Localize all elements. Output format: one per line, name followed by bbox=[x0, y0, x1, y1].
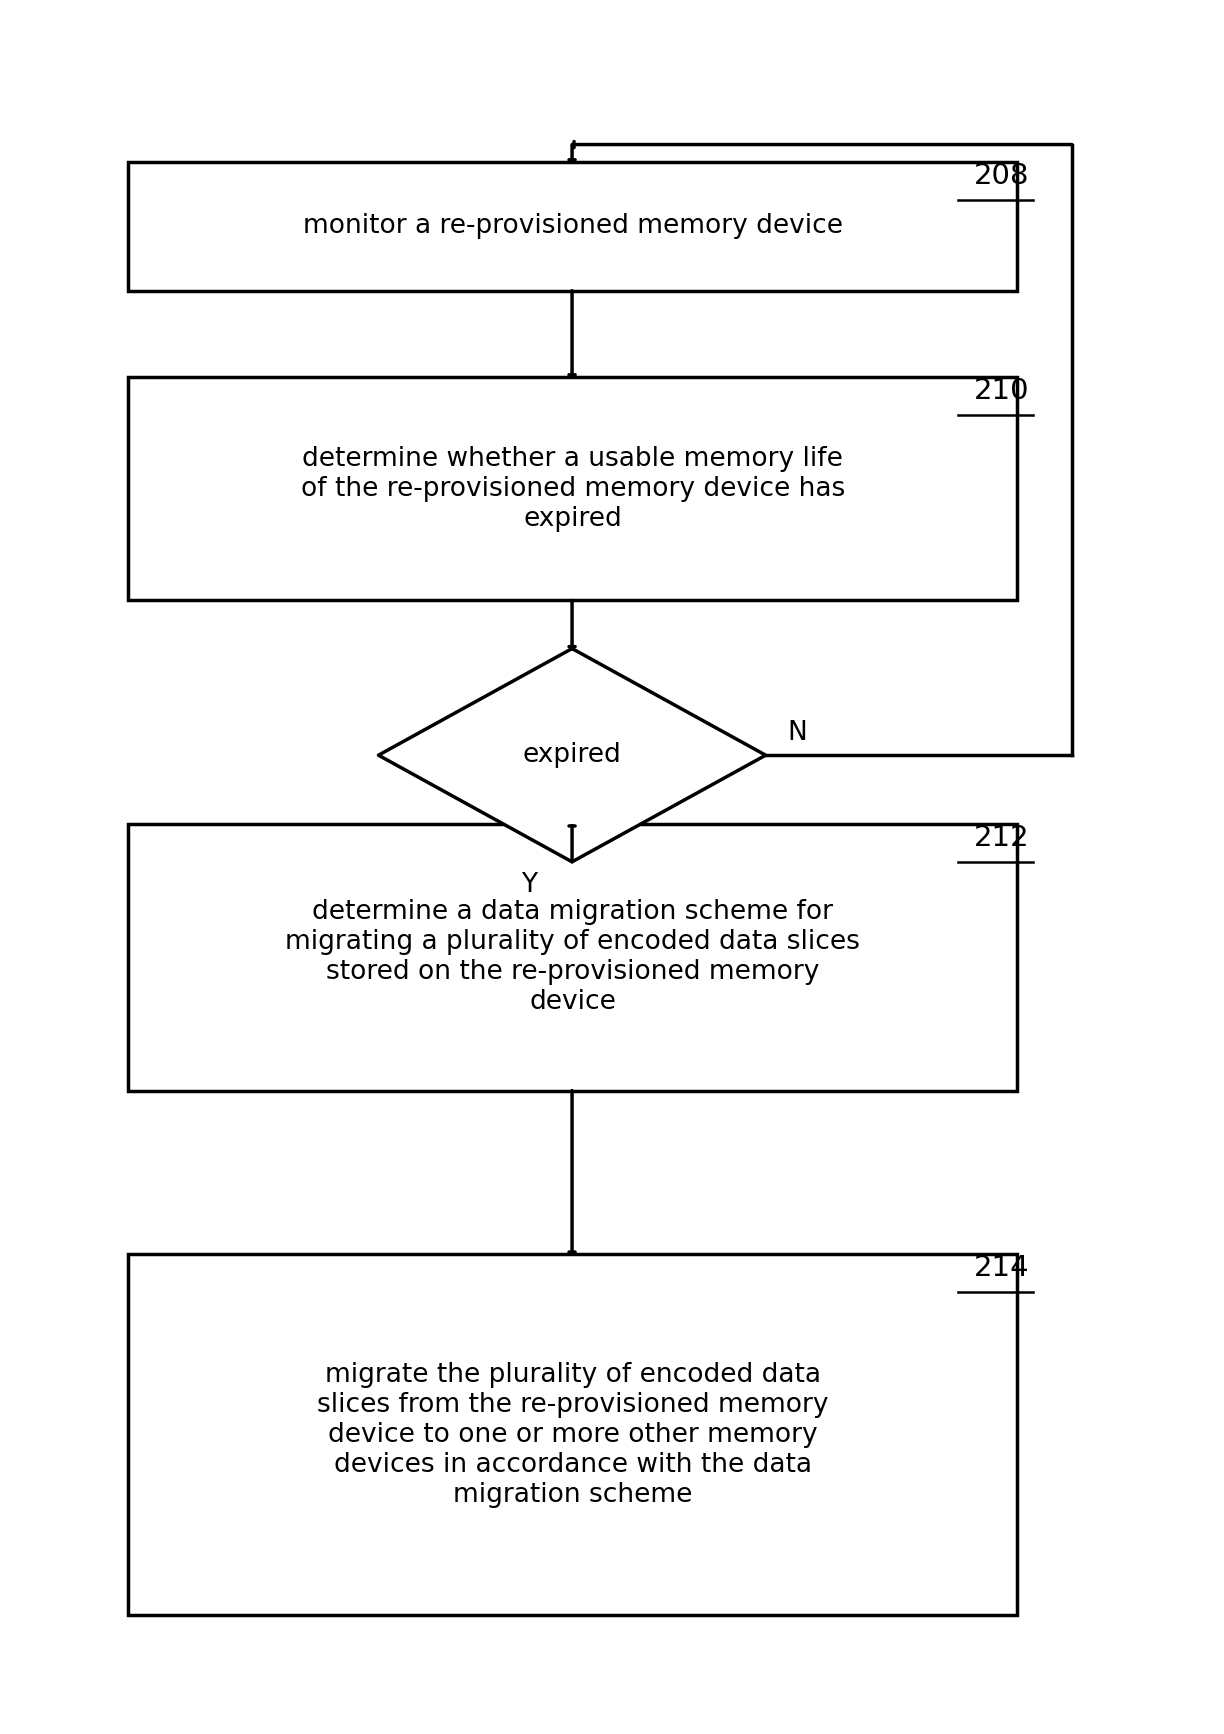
FancyBboxPatch shape bbox=[129, 161, 1017, 291]
Text: N: N bbox=[787, 720, 807, 746]
Text: determine a data migration scheme for
migrating a plurality of encoded data slic: determine a data migration scheme for mi… bbox=[285, 900, 860, 1016]
Text: 210: 210 bbox=[974, 376, 1029, 404]
Text: expired: expired bbox=[523, 742, 622, 768]
FancyBboxPatch shape bbox=[129, 376, 1017, 600]
FancyBboxPatch shape bbox=[129, 824, 1017, 1091]
Text: Y: Y bbox=[521, 872, 537, 898]
FancyBboxPatch shape bbox=[129, 1254, 1017, 1616]
Text: determine whether a usable memory life
of the re-provisioned memory device has
e: determine whether a usable memory life o… bbox=[301, 446, 845, 532]
Text: 212: 212 bbox=[974, 824, 1029, 851]
Text: migrate the plurality of encoded data
slices from the re-provisioned memory
devi: migrate the plurality of encoded data sl… bbox=[317, 1361, 829, 1507]
Text: 208: 208 bbox=[974, 161, 1029, 189]
Polygon shape bbox=[378, 649, 766, 862]
Text: monitor a re-provisioned memory device: monitor a re-provisioned memory device bbox=[302, 213, 842, 239]
Text: 214: 214 bbox=[974, 1254, 1029, 1281]
